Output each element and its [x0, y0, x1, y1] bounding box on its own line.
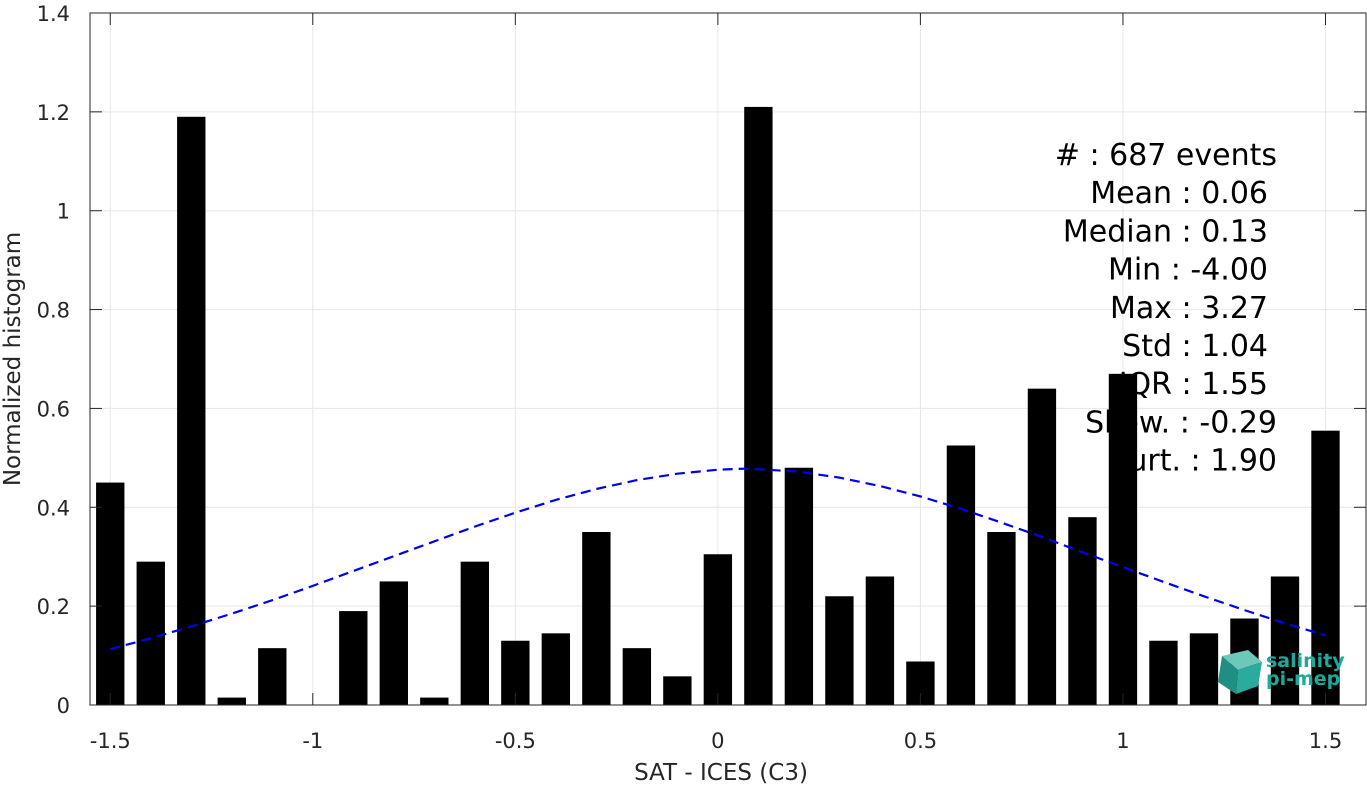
x-tick-label: 1.5: [1309, 729, 1342, 753]
salinity-pimep-logo: salinity pi-mep: [1218, 650, 1345, 694]
x-tick-label: 0: [711, 729, 724, 753]
histogram-bar: [1189, 633, 1219, 705]
histogram-bar: [703, 554, 733, 705]
histogram-bar: [136, 561, 165, 705]
histogram-bar: [96, 482, 125, 705]
histogram-bar: [744, 106, 773, 705]
histogram-bar: [1027, 388, 1057, 705]
axes-frame: [89, 12, 1367, 706]
histogram-bar: [582, 532, 611, 705]
x-tick-label: 0.5: [904, 729, 937, 753]
x-axis-title: SAT - ICES (C3): [634, 760, 808, 785]
y-tick-label: 0: [57, 694, 70, 718]
stats-line: Median : 0.13: [1063, 214, 1268, 249]
axes-box: [89, 12, 1367, 706]
y-axis-title: Normalized histogram: [0, 232, 26, 486]
histogram-bar: [622, 648, 652, 705]
y-tick-label: 0.4: [37, 496, 70, 520]
histogram-bar: [541, 633, 571, 705]
histogram-bar: [1311, 430, 1340, 705]
y-tick-label: 1.4: [37, 2, 70, 26]
stats-line: # : 687 events: [1055, 138, 1277, 173]
histogram-bar: [1149, 640, 1178, 705]
logo-cube-icon: [1218, 650, 1262, 694]
grid: [90, 12, 1366, 706]
histogram-bar: [258, 648, 287, 705]
y-tick-label: 1.2: [37, 101, 70, 125]
histogram-bar: [379, 581, 408, 705]
histogram-bar: [784, 467, 814, 705]
histogram-bar: [420, 697, 449, 705]
x-tick-label: -1.5: [90, 729, 131, 753]
histogram-bar: [1068, 517, 1097, 705]
logo-line2: pi-mep: [1266, 668, 1340, 690]
x-tick-label: 1: [1116, 729, 1129, 753]
histogram-bar: [339, 611, 368, 705]
y-tick-label: 0.6: [37, 397, 70, 421]
x-axis-ticks: -1.5 -1 -0.5 0 0.5 1 1.5: [90, 13, 1342, 753]
stats-line: Kurt. : 1.90: [1110, 444, 1277, 479]
histogram-bar: [865, 576, 895, 705]
histogram-bar: [663, 676, 692, 705]
histogram-bar: [177, 116, 206, 706]
stats-line: Skew. : -0.29: [1085, 405, 1277, 440]
stats-line: Mean : 0.06: [1090, 176, 1268, 211]
stats-line: Std : 1.04: [1122, 329, 1268, 364]
histogram-bar: [217, 697, 246, 705]
bars: [96, 106, 1340, 706]
histogram-bar: [1108, 373, 1138, 705]
stats-line: IQR : 1.55: [1119, 367, 1268, 402]
y-tick-label: 1: [57, 200, 70, 224]
x-tick-label: -1: [302, 729, 323, 753]
histogram-bar: [1270, 576, 1300, 705]
normal-fit-curve: [110, 467, 1326, 651]
y-tick-label: 0.8: [37, 299, 70, 323]
stats-line: Max : 3.27: [1110, 291, 1268, 326]
y-tick-label: 0.2: [37, 595, 70, 619]
x-tick-label: -0.5: [495, 729, 536, 753]
stats-line: Min : -4.00: [1108, 253, 1268, 288]
histogram-bar: [460, 561, 490, 705]
histogram-bar: [825, 596, 854, 705]
histogram-bar: [987, 532, 1016, 705]
histogram-bar: [946, 445, 976, 705]
logo-line1: salinity: [1266, 650, 1345, 672]
y-axis-ticks: 0 0.2 0.4 0.6 0.8 1 1.2 1.4: [37, 2, 1366, 718]
